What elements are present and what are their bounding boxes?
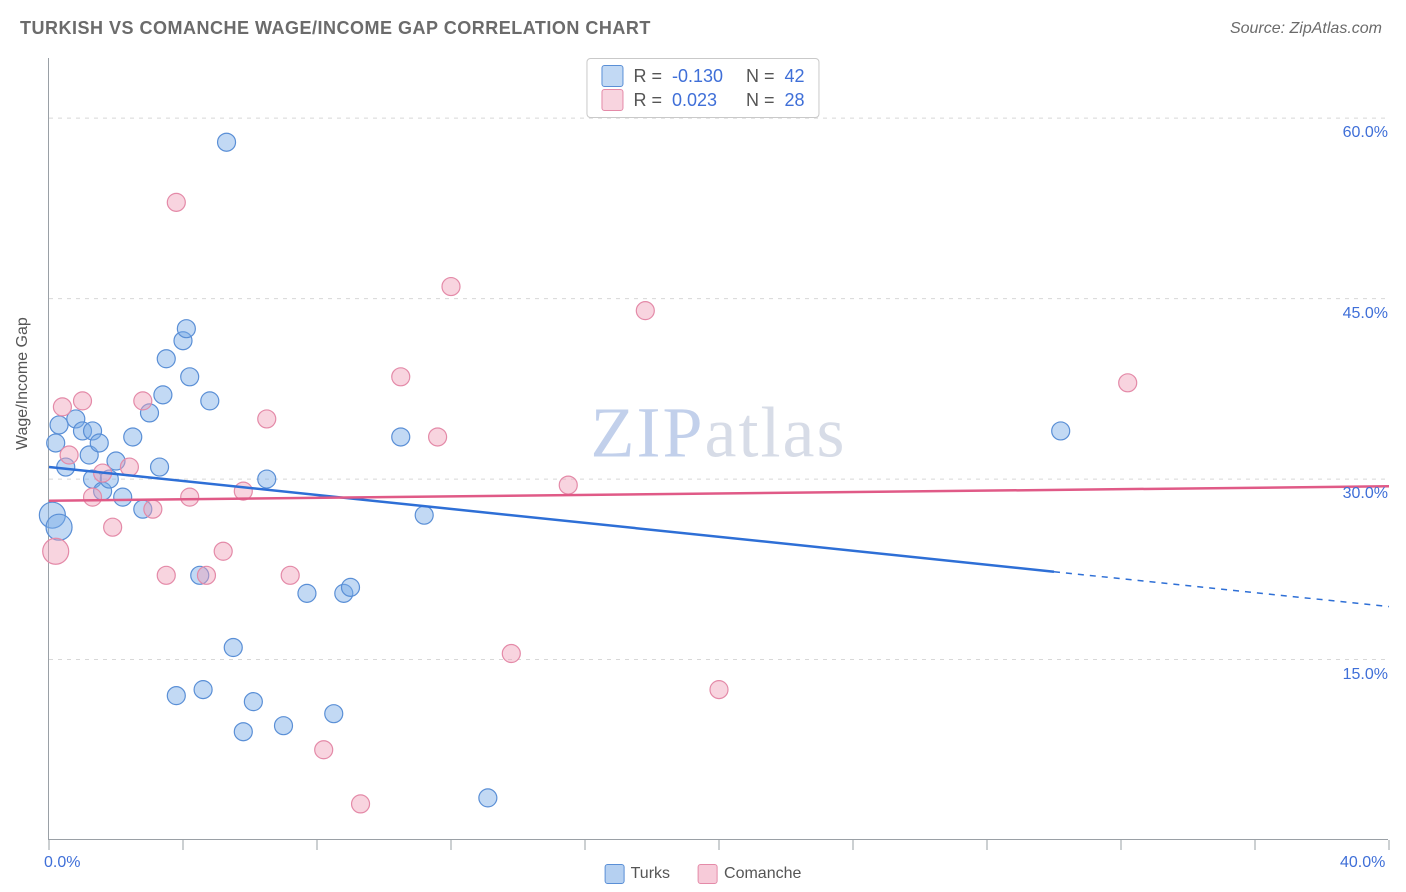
stat-legend-row: R = -0.130 N = 42 [601,65,804,87]
legend-label: Turks [631,865,670,882]
bottom-legend: Turks Comanche [605,864,802,884]
legend-swatch [605,864,625,884]
legend-label: Comanche [724,865,801,882]
legend-item: Turks [605,864,670,884]
plot-area: ZIPatlas [48,58,1388,840]
y-tick-label: 30.0% [1318,485,1388,503]
stat-r-value: -0.130 [672,66,736,87]
legend-swatch [601,89,623,111]
legend-swatch [601,65,623,87]
stat-n-label: N = [746,90,775,111]
y-tick-label: 45.0% [1318,305,1388,323]
x-tick-label: 0.0% [44,854,80,872]
legend-swatch [698,864,718,884]
source-label: Source: ZipAtlas.com [1230,20,1382,38]
y-axis-label: Wage/Income Gap [14,317,32,450]
stat-legend: R = -0.130 N = 42 R = 0.023 N = 28 [586,58,819,118]
x-tick-label: 40.0% [1340,854,1385,872]
stat-r-label: R = [633,90,662,111]
y-tick-label: 15.0% [1318,666,1388,684]
stat-legend-row: R = 0.023 N = 28 [601,89,804,111]
chart-title: TURKISH VS COMANCHE WAGE/INCOME GAP CORR… [20,18,651,39]
legend-item: Comanche [698,864,801,884]
stat-n-value: 28 [785,90,805,111]
stat-r-label: R = [633,66,662,87]
y-tick-label: 60.0% [1318,124,1388,142]
stat-r-value: 0.023 [672,90,736,111]
stat-n-value: 42 [785,66,805,87]
plot-svg [49,58,1388,839]
chart-container: TURKISH VS COMANCHE WAGE/INCOME GAP CORR… [0,0,1406,892]
stat-n-label: N = [746,66,775,87]
